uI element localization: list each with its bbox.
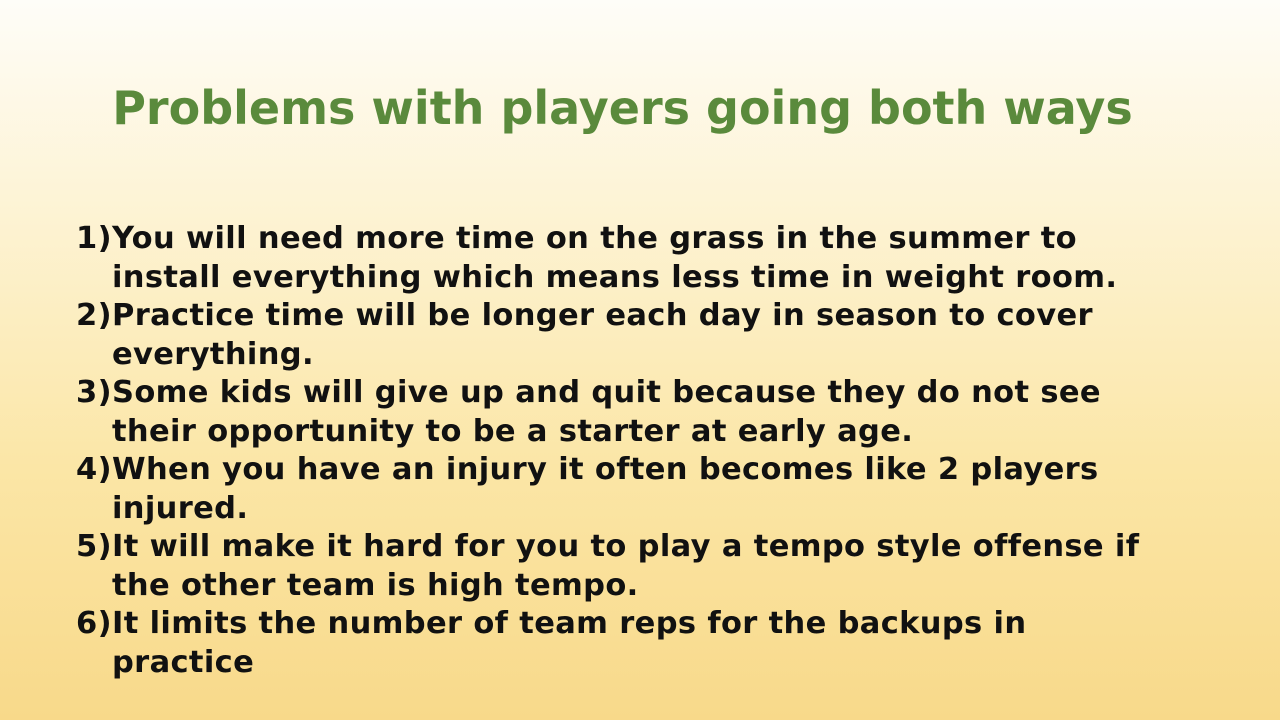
slide-title: Problems with players going both ways — [112, 81, 1133, 135]
list-item-number: 2) — [76, 298, 112, 333]
list-item-number: 6) — [76, 606, 112, 641]
list-item: 3) Some kids will give up and quit becau… — [76, 374, 1176, 451]
list-item-text: When you have an injury it often becomes… — [112, 452, 1099, 526]
list-item-text: Practice time will be longer each day in… — [112, 298, 1093, 372]
list-item-text: It will make it hard for you to play a t… — [112, 529, 1140, 603]
list-item-text: Some kids will give up and quit because … — [112, 375, 1101, 449]
list-item: 4) When you have an injury it often beco… — [76, 451, 1176, 528]
list-item-text: You will need more time on the grass in … — [112, 221, 1118, 295]
list-item-number: 3) — [76, 375, 112, 410]
list-item-number: 1) — [76, 221, 112, 256]
list-item: 5) It will make it hard for you to play … — [76, 528, 1176, 605]
problems-list: 1) You will need more time on the grass … — [76, 220, 1176, 682]
list-item: 2) Practice time will be longer each day… — [76, 297, 1176, 374]
list-item: 1) You will need more time on the grass … — [76, 220, 1176, 297]
list-item-text: It limits the number of team reps for th… — [112, 606, 1027, 680]
list-item: 6) It limits the number of team reps for… — [76, 605, 1176, 682]
list-item-number: 5) — [76, 529, 112, 564]
list-item-number: 4) — [76, 452, 112, 487]
